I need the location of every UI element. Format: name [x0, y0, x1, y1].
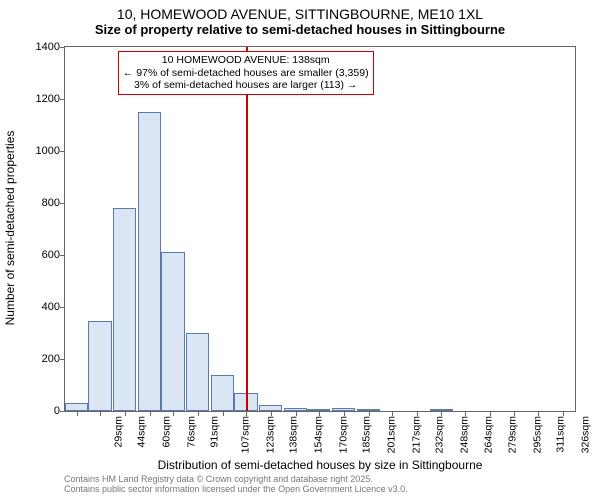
- y-tick-label: 1000: [10, 145, 60, 157]
- histogram-bar: [284, 408, 307, 411]
- titles-block: 10, HOMEWOOD AVENUE, SITTINGBOURNE, ME10…: [0, 0, 600, 37]
- x-tick-label: 107sqm: [239, 416, 251, 453]
- histogram-bar: [357, 409, 380, 411]
- x-tick-mark: [246, 412, 247, 416]
- x-tick-mark: [223, 412, 224, 416]
- x-tick-mark: [392, 412, 393, 416]
- y-tick-label: 200: [10, 353, 60, 365]
- histogram-bar: [113, 208, 136, 411]
- x-tick-mark: [173, 412, 174, 416]
- x-tick-label: 295sqm: [531, 416, 543, 453]
- x-tick-label: 311sqm: [555, 416, 567, 453]
- histogram-bar: [186, 333, 209, 411]
- y-tick-label: 400: [10, 301, 60, 313]
- y-tick-mark: [60, 359, 64, 360]
- x-tick-mark: [125, 412, 126, 416]
- x-tick-label: 44sqm: [135, 416, 147, 448]
- x-tick-label: 326sqm: [579, 416, 591, 453]
- title-main: 10, HOMEWOOD AVENUE, SITTINGBOURNE, ME10…: [0, 6, 600, 22]
- histogram-bar: [307, 409, 330, 411]
- x-tick-label: 29sqm: [112, 416, 124, 448]
- reference-vline: [246, 47, 248, 411]
- x-tick-mark: [198, 412, 199, 416]
- x-tick-label: 201sqm: [385, 416, 397, 453]
- x-tick-label: 217sqm: [410, 416, 422, 453]
- x-tick-mark: [563, 412, 564, 416]
- x-tick-mark: [369, 412, 370, 416]
- x-tick-mark: [514, 412, 515, 416]
- x-tick-label: 185sqm: [360, 416, 372, 453]
- x-tick-mark: [490, 412, 491, 416]
- histogram-bar: [211, 375, 234, 411]
- y-tick-mark: [60, 47, 64, 48]
- histogram-bar: [88, 321, 111, 411]
- y-tick-label: 1200: [10, 93, 60, 105]
- x-tick-mark: [150, 412, 151, 416]
- y-tick-label: 800: [10, 197, 60, 209]
- x-tick-mark: [77, 412, 78, 416]
- callout-box: 10 HOMEWOOD AVENUE: 138sqm ← 97% of semi…: [118, 51, 374, 95]
- histogram-bar: [332, 408, 355, 411]
- y-tick-mark: [60, 99, 64, 100]
- y-tick-mark: [60, 411, 64, 412]
- x-tick-label: 279sqm: [506, 416, 518, 453]
- histogram-bar: [430, 409, 453, 411]
- y-axis-label: Number of semi-detached properties: [3, 131, 17, 326]
- y-tick-mark: [60, 151, 64, 152]
- y-tick-mark: [60, 255, 64, 256]
- x-tick-mark: [465, 412, 466, 416]
- x-tick-label: 60sqm: [160, 416, 172, 448]
- y-tick-label: 0: [10, 405, 60, 417]
- x-tick-mark: [319, 412, 320, 416]
- y-tick-label: 600: [10, 249, 60, 261]
- x-axis-label: Distribution of semi-detached houses by …: [64, 458, 576, 472]
- callout-line-2: ← 97% of semi-detached houses are smalle…: [123, 67, 369, 80]
- x-tick-label: 138sqm: [287, 416, 299, 453]
- x-tick-mark: [441, 412, 442, 416]
- histogram-bar: [138, 112, 161, 411]
- x-tick-mark: [271, 412, 272, 416]
- x-tick-label: 91sqm: [208, 416, 220, 448]
- footer-attribution: Contains HM Land Registry data © Crown c…: [64, 474, 576, 495]
- histogram-bar: [161, 252, 184, 411]
- x-tick-label: 123sqm: [264, 416, 276, 453]
- chart-container: { "title_main": "10, HOMEWOOD AVENUE, SI…: [0, 0, 600, 500]
- chart-plot-area: 10 HOMEWOOD AVENUE: 138sqm ← 97% of semi…: [64, 46, 576, 412]
- x-tick-mark: [538, 412, 539, 416]
- y-tick-label: 1400: [10, 41, 60, 53]
- footer-line-1: Contains HM Land Registry data © Crown c…: [64, 474, 576, 484]
- x-tick-mark: [344, 412, 345, 416]
- callout-line-1: 10 HOMEWOOD AVENUE: 138sqm: [123, 54, 369, 67]
- x-tick-label: 170sqm: [337, 416, 349, 453]
- callout-line-3: 3% of semi-detached houses are larger (1…: [123, 79, 369, 92]
- x-tick-mark: [417, 412, 418, 416]
- x-tick-label: 248sqm: [458, 416, 470, 453]
- title-sub: Size of property relative to semi-detach…: [0, 22, 600, 37]
- x-tick-mark: [100, 412, 101, 416]
- x-tick-label: 264sqm: [483, 416, 495, 453]
- histogram-bar: [65, 403, 88, 411]
- histogram-bar: [259, 405, 282, 412]
- y-tick-mark: [60, 203, 64, 204]
- x-tick-label: 154sqm: [312, 416, 324, 453]
- x-tick-label: 232sqm: [433, 416, 445, 453]
- x-tick-label: 76sqm: [185, 416, 197, 448]
- x-tick-mark: [296, 412, 297, 416]
- footer-line-2: Contains public sector information licen…: [64, 484, 576, 494]
- y-tick-mark: [60, 307, 64, 308]
